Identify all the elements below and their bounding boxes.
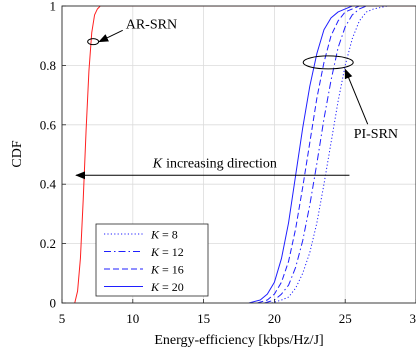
y-tick-label: 1 <box>50 0 57 14</box>
annotation-label-pi-srn: PI-SRN <box>354 127 398 142</box>
series-group <box>74 6 416 303</box>
legend-k-symbol: K <box>150 228 160 242</box>
legend-label-k8: K = 8 <box>150 228 178 242</box>
y-tick-label: 0.4 <box>40 177 57 192</box>
legend-k-value: = 12 <box>159 245 184 259</box>
legend-label-k12: K = 12 <box>150 245 184 259</box>
series-line-pi-srn-12 <box>264 6 416 303</box>
annotation-arrow-ar-srn <box>98 29 123 43</box>
legend-label-k16: K = 16 <box>150 263 184 277</box>
legend-k-value: = 20 <box>159 280 184 294</box>
series-line-pi-srn-16 <box>257 6 416 303</box>
legend-k-symbol: K <box>150 280 160 294</box>
y-tick-label: 0.6 <box>40 117 57 132</box>
grid-lines <box>62 6 416 303</box>
y-axis-label: CDF <box>10 140 25 167</box>
legend-label-k20: K = 20 <box>150 280 184 294</box>
annotation-arrow-pi-srn <box>344 68 369 125</box>
plot-area-frame <box>61 5 416 304</box>
annotation-label-ar-srn: AR-SRN <box>126 17 177 32</box>
x-axis-label: Energy-efficiency [kbps/Hz/J] <box>154 333 323 348</box>
x-tick-label: 5 <box>59 311 66 326</box>
annotation-ellipse-pi-srn <box>302 55 354 70</box>
axis-ticks: 5 10 15 20 25 30 0 0.2 0.4 0.6 0.8 1 <box>40 0 416 326</box>
annotations-group: AR-SRN PI-SRN K increasing direction <box>75 17 398 180</box>
series-line-ar-srn <box>74 6 416 303</box>
x-tick-label: 25 <box>339 311 352 326</box>
y-tick-label: 0.2 <box>40 236 56 251</box>
legend: K = 8K = 12K = 16K = 20 <box>95 223 209 297</box>
x-tick-label: 30 <box>410 311 416 326</box>
legend-k-value: = 16 <box>159 263 184 277</box>
k-direction-text: increasing direction <box>166 156 277 171</box>
legend-box <box>95 223 209 297</box>
y-tick-label: 0.8 <box>40 58 56 73</box>
y-tick-label: 0 <box>50 296 57 311</box>
x-tick-label: 20 <box>268 311 281 326</box>
legend-k-symbol: K <box>150 263 160 277</box>
legend-k-symbol: K <box>150 245 160 259</box>
x-tick-label: 15 <box>197 311 210 326</box>
series-line-pi-srn-20 <box>248 6 416 303</box>
k-symbol: K <box>152 156 163 171</box>
x-tick-label: 10 <box>126 311 139 326</box>
legend-k-value: = 8 <box>159 228 178 242</box>
